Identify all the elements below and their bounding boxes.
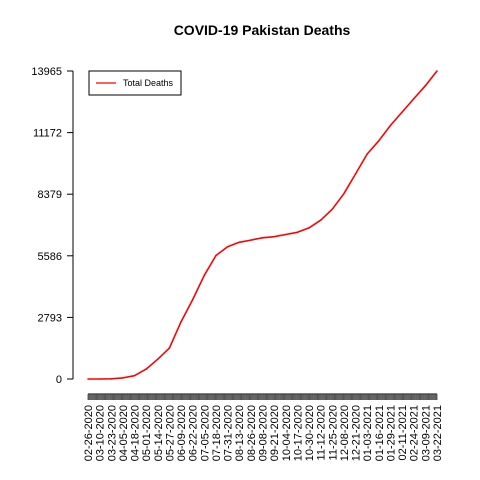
data-point	[343, 192, 345, 195]
x-tick-label: 05-01-2020	[141, 405, 153, 461]
x-tick-label: 03-22-2021	[432, 405, 444, 461]
data-point	[98, 378, 101, 380]
data-point	[389, 124, 392, 127]
data-point	[203, 274, 206, 277]
x-tick-label: 06-09-2020	[176, 405, 188, 461]
data-point	[122, 377, 124, 379]
x-tick-label: 04-18-2020	[130, 405, 142, 461]
data-point	[250, 239, 252, 241]
x-tick-label: 01-16-2021	[374, 405, 386, 461]
y-tick-label: 8379	[38, 189, 62, 201]
data-point	[378, 140, 380, 142]
data-point	[284, 233, 287, 236]
x-tick-label: 07-31-2020	[223, 405, 235, 461]
x-tick-label: 05-27-2020	[164, 405, 176, 461]
data-point	[273, 235, 275, 238]
data-point	[412, 98, 415, 100]
x-tick-label: 11-25-2020	[327, 405, 339, 460]
x-tick-label: 04-05-2020	[118, 405, 130, 461]
y-tick-label: 11172	[33, 128, 62, 140]
x-tick-label: 12-08-2020	[339, 405, 351, 461]
data-point	[180, 320, 182, 323]
data-point	[168, 347, 171, 349]
x-tick-label: 10-30-2020	[304, 405, 316, 461]
x-tick-label: 08-26-2020	[246, 405, 258, 461]
y-tick-label: 5586	[38, 251, 62, 263]
x-tick-label: 08-13-2020	[234, 405, 246, 461]
x-tick-label: 12-21-2020	[351, 405, 363, 461]
x-tick-label: 09-21-2020	[269, 405, 281, 461]
legend-label-total-deaths: Total Deaths	[123, 78, 174, 88]
x-tick-label: 02-24-2021	[409, 405, 421, 461]
data-point	[226, 245, 229, 248]
x-tick-label: 09-08-2020	[258, 405, 270, 461]
y-tick-label: 13965	[31, 66, 62, 78]
x-tick-label: 02-26-2020	[83, 405, 95, 461]
data-point	[238, 241, 241, 244]
data-point	[319, 219, 322, 222]
data-point	[296, 231, 299, 234]
data-point	[424, 84, 427, 87]
data-point	[261, 237, 264, 239]
data-point	[191, 298, 194, 301]
x-tick-label: 02-11-2021	[397, 405, 409, 460]
x-tick-label: 07-18-2020	[211, 405, 223, 461]
x-tick-label: 07-05-2020	[199, 405, 211, 461]
x-tick-label: 06-22-2020	[188, 405, 200, 461]
data-point	[436, 70, 438, 72]
x-tick-label: 01-29-2021	[385, 405, 397, 461]
x-tick-label: 03-09-2021	[420, 405, 432, 461]
plot-area	[87, 70, 438, 380]
x-tick-label: 03-10-2020	[95, 405, 107, 461]
data-point	[87, 378, 89, 380]
legend: Total Deaths	[88, 70, 182, 96]
x-tick-label: 05-14-2020	[153, 405, 165, 461]
data-point	[401, 111, 403, 113]
data-point	[308, 227, 310, 229]
y-tick-label: 2793	[38, 312, 62, 324]
x-tick-label: 11-12-2020	[316, 405, 328, 460]
x-axis: 02-26-2020 03-10-2020 03-23-2020 04-05-2020…	[83, 393, 444, 461]
x-tick-label: 01-03-2021	[362, 405, 374, 461]
data-point	[215, 254, 217, 257]
series-line-total-deaths	[88, 70, 438, 380]
x-tick-label: 10-04-2020	[281, 405, 293, 461]
x-tick-label: 03-23-2020	[106, 405, 118, 461]
data-point	[366, 153, 369, 155]
data-point	[157, 358, 159, 360]
data-point	[110, 377, 113, 380]
x-tick-label: 10-17-2020	[292, 405, 304, 461]
data-point	[331, 208, 334, 210]
x-daily-ticks	[87, 394, 438, 400]
data-point	[354, 173, 357, 175]
y-axis: 0 2793 5586 8379 11172 13965	[31, 66, 74, 386]
data-point	[133, 374, 136, 377]
data-point	[145, 368, 147, 370]
y-tick-label: 0	[56, 374, 62, 386]
chart-title: COVID-19 Pakistan Deaths	[174, 22, 351, 38]
